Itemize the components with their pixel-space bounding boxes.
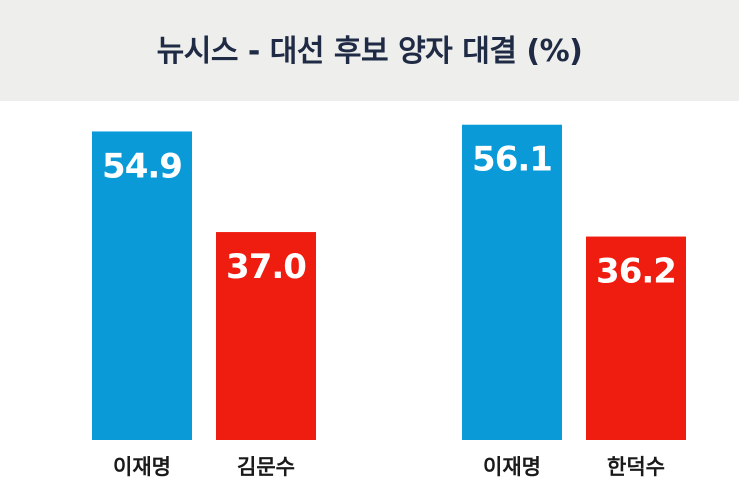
category-label: 김문수 (237, 455, 295, 479)
title-banner (0, 0, 739, 101)
bar-2-2 (586, 236, 686, 440)
category-label: 이재명 (483, 455, 541, 479)
bar-1-1 (92, 131, 192, 440)
chart-title: 뉴시스 - 대선 후보 양자 대결 (%) (156, 34, 583, 69)
bar-value-label: 36.2 (596, 252, 676, 292)
bar-value-label: 56.1 (472, 140, 552, 180)
bar-value-label: 37.0 (226, 247, 306, 287)
bar-value-label: 54.9 (102, 146, 182, 186)
category-label: 한덕수 (607, 455, 665, 479)
bar-1-2 (216, 232, 316, 440)
category-label: 이재명 (113, 455, 171, 479)
bar-2-1 (462, 124, 562, 440)
